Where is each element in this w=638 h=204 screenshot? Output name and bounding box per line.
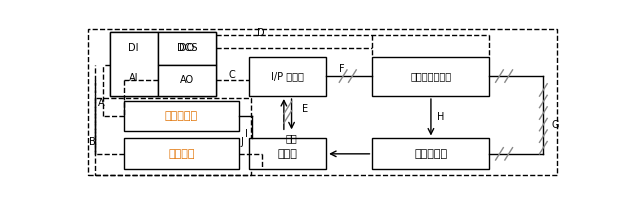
Text: J: J	[241, 136, 244, 146]
Text: B: B	[89, 136, 96, 146]
Bar	[110, 32, 158, 96]
Text: C: C	[228, 70, 235, 80]
Text: G: G	[551, 120, 558, 130]
Text: DI: DI	[128, 43, 139, 53]
Text: 液位变送器: 液位变送器	[165, 111, 198, 121]
Text: DO: DO	[179, 43, 195, 53]
Bar	[158, 64, 216, 96]
Bar	[249, 139, 326, 169]
Text: AI: AI	[129, 73, 138, 83]
Text: H: H	[437, 112, 445, 122]
Text: AO: AO	[180, 75, 194, 85]
Text: DCS: DCS	[177, 43, 197, 53]
Text: 反应器: 反应器	[278, 149, 298, 159]
Bar	[373, 139, 489, 169]
Bar	[124, 139, 239, 169]
Text: I/P 转换器: I/P 转换器	[271, 71, 304, 81]
Text: E: E	[302, 104, 308, 114]
Text: D: D	[257, 28, 265, 38]
Text: 气动调节阀: 气动调节阀	[414, 149, 447, 159]
Text: 二位三通电磁阀: 二位三通电磁阀	[410, 71, 452, 81]
Bar	[249, 57, 326, 96]
Text: I: I	[244, 129, 248, 139]
Bar	[373, 57, 489, 96]
Text: 液位开关: 液位开关	[168, 149, 195, 159]
Text: F: F	[339, 64, 345, 74]
Bar	[95, 98, 251, 175]
Bar	[110, 32, 216, 96]
Bar	[124, 101, 239, 131]
Bar	[158, 32, 216, 64]
Text: A: A	[98, 98, 105, 108]
Text: 气源: 气源	[286, 133, 297, 143]
